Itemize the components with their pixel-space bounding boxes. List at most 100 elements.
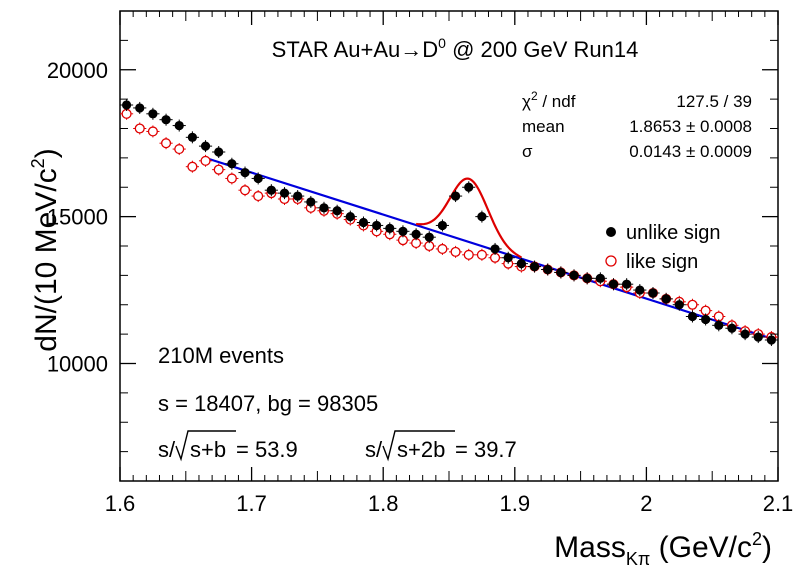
unlike-sign-point bbox=[501, 251, 515, 264]
legend-label-like-sign: like sign bbox=[626, 251, 698, 273]
unlike-sign-point bbox=[751, 331, 765, 344]
marker bbox=[174, 144, 185, 155]
marker bbox=[437, 243, 448, 254]
background-fit-line bbox=[205, 156, 772, 340]
marker bbox=[174, 120, 184, 131]
marker bbox=[187, 161, 198, 172]
marker bbox=[213, 164, 224, 175]
like-sign-point bbox=[225, 172, 239, 185]
y-tick-label: 10000 bbox=[47, 352, 108, 377]
marker bbox=[226, 173, 237, 184]
significance-sb: s/ s+b = 53.9 bbox=[158, 430, 298, 462]
data-series bbox=[120, 99, 778, 346]
unlike-sign-point bbox=[659, 292, 673, 305]
events-annotation: 210M events bbox=[158, 343, 284, 368]
unlike-sign-point bbox=[712, 319, 726, 332]
marker bbox=[437, 220, 448, 231]
marker bbox=[687, 299, 698, 310]
unlike-sign-point bbox=[277, 187, 292, 200]
unlike-sign-point bbox=[370, 219, 384, 232]
marker bbox=[345, 212, 355, 222]
like-sign-point bbox=[251, 190, 265, 203]
unlike-sign-point bbox=[264, 184, 278, 197]
legend: unlike sign like sign bbox=[605, 222, 721, 273]
unlike-sign-point bbox=[251, 172, 265, 185]
marker bbox=[253, 191, 264, 202]
y-axis-title: dN/(10 MeV/c2) bbox=[28, 148, 63, 351]
unlike-sign-point bbox=[238, 166, 252, 179]
marker bbox=[200, 141, 211, 151]
unlike-sign-point bbox=[317, 201, 331, 214]
marker bbox=[648, 288, 658, 298]
marker bbox=[200, 155, 211, 166]
unlike-sign-point bbox=[606, 278, 621, 291]
like-sign-point bbox=[146, 125, 160, 138]
sqrt-sign-2 bbox=[382, 430, 455, 462]
unlike-sign-point bbox=[672, 298, 686, 311]
like-sign-point bbox=[133, 122, 147, 135]
stats-value: 0.0143 ± 0.0009 bbox=[629, 142, 752, 161]
y-tick-label: 20000 bbox=[47, 58, 108, 83]
significance-s2b-radicand: s+2b bbox=[397, 437, 445, 462]
marker bbox=[147, 126, 158, 137]
marker bbox=[240, 167, 250, 178]
marker bbox=[595, 273, 605, 283]
like-sign-point bbox=[185, 160, 199, 173]
unlike-sign-point bbox=[120, 99, 134, 111]
x-axis-title: MassKπ (GeV/c2) bbox=[554, 529, 772, 569]
chart-title: STAR Au+Au→D0 @ 200 GeV Run14 bbox=[272, 35, 639, 62]
marker bbox=[266, 185, 276, 195]
significance-sb-radicand: s+b bbox=[190, 437, 226, 462]
unlike-sign-point bbox=[159, 113, 173, 126]
marker bbox=[398, 226, 408, 236]
stats-label: χ2 / ndf bbox=[522, 89, 576, 111]
unlike-sign-point bbox=[764, 334, 778, 346]
marker bbox=[503, 253, 513, 263]
marker bbox=[372, 220, 382, 231]
marker bbox=[424, 232, 434, 242]
marker bbox=[121, 100, 132, 110]
marker bbox=[529, 261, 540, 272]
like-sign-point bbox=[462, 248, 476, 261]
legend-label-unlike-sign: unlike sign bbox=[626, 222, 721, 244]
marker bbox=[476, 249, 487, 260]
unlike-sign-point bbox=[291, 190, 305, 203]
marker bbox=[293, 191, 303, 201]
marker bbox=[187, 132, 197, 142]
marker bbox=[450, 191, 461, 201]
like-sign-point bbox=[712, 310, 726, 323]
stats-label: σ bbox=[522, 142, 533, 161]
like-sign-point bbox=[449, 245, 463, 258]
unlike-sign-point bbox=[527, 260, 542, 273]
fit-stats-box: χ2 / ndf 127.5 / 39 mean 1.8653 ± 0.0008 σ 0.… bbox=[522, 89, 752, 161]
like-sign-point bbox=[212, 163, 226, 176]
marker bbox=[134, 123, 145, 134]
signal-fit-curve bbox=[415, 177, 522, 259]
marker bbox=[569, 270, 579, 280]
significance-s2b: s/ s+2b = 39.7 bbox=[365, 430, 517, 462]
unlike-sign-point bbox=[212, 146, 226, 158]
unlike-sign-point bbox=[396, 225, 410, 238]
unlike-sign-point bbox=[488, 242, 502, 255]
marker bbox=[214, 147, 224, 157]
marker bbox=[450, 246, 461, 257]
marker bbox=[385, 223, 395, 233]
unlike-sign-point bbox=[725, 322, 739, 335]
marker bbox=[490, 244, 500, 254]
x-tick-label: 2.1 bbox=[763, 491, 794, 516]
counts-annotation: s = 18407, bg = 98305 bbox=[158, 391, 378, 416]
marker bbox=[714, 320, 724, 330]
significance-sb-prefix: s/ bbox=[158, 437, 176, 462]
legend-marker-unlike-sign bbox=[606, 227, 616, 237]
unlike-sign-point bbox=[383, 222, 397, 235]
unlike-sign-point bbox=[554, 266, 568, 279]
like-sign-point bbox=[435, 242, 449, 255]
like-sign-point bbox=[120, 107, 134, 120]
marker bbox=[239, 185, 251, 196]
marker bbox=[161, 115, 171, 125]
marker bbox=[463, 249, 474, 260]
unlike-sign-point bbox=[475, 210, 489, 223]
marker bbox=[477, 212, 487, 222]
marker bbox=[622, 279, 632, 289]
